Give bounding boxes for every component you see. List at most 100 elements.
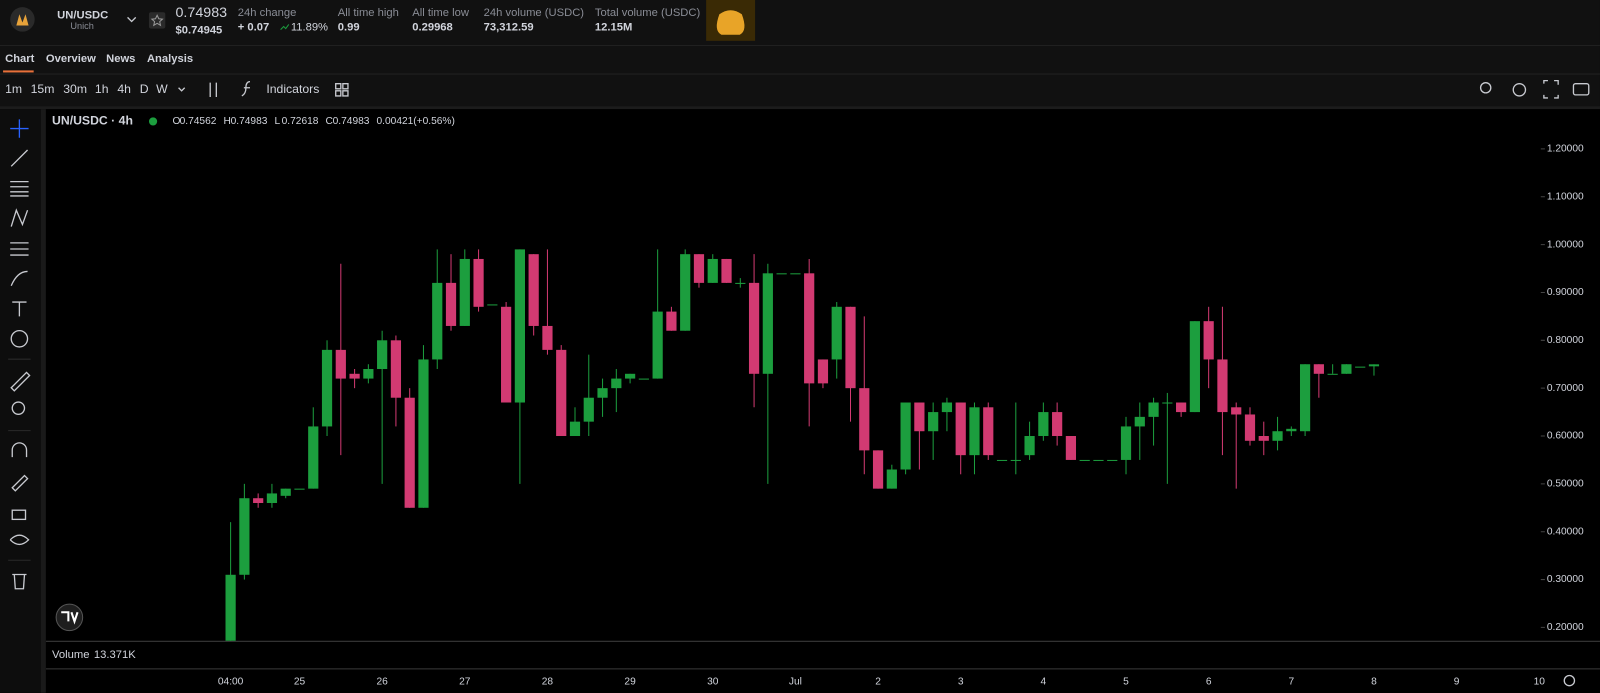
trendline-tool[interactable] [10, 149, 29, 167]
search-icon[interactable] [1479, 81, 1492, 94]
candle-body [1120, 426, 1132, 460]
y-tick-label: 0.50000 [1547, 479, 1584, 490]
delete-tool[interactable] [12, 573, 27, 590]
candle-body [1093, 459, 1104, 461]
candle-body [514, 249, 525, 403]
interval[interactable]: 1m [5, 82, 22, 96]
candle-body [941, 402, 953, 413]
tab[interactable]: Overview [46, 53, 96, 65]
crosshair-tool[interactable] [10, 119, 29, 138]
prediction-tool[interactable] [10, 242, 29, 256]
text-tool[interactable] [12, 301, 27, 317]
ohlc-value: 0.74983 [333, 116, 370, 127]
interval[interactable]: W [156, 82, 168, 96]
stat-label: 24h volume (USDC) [484, 7, 585, 19]
candle-body [542, 325, 553, 350]
ohlc-value: 0.74562 [180, 116, 217, 127]
candle-body [390, 340, 402, 398]
chart-type-icon[interactable] [209, 82, 217, 97]
candle-body [583, 397, 594, 422]
candle-body [377, 340, 388, 370]
layouts-icon[interactable] [335, 83, 349, 97]
fullscreen-icon[interactable] [1543, 79, 1559, 99]
chart-area [45, 109, 1600, 693]
x-tick-label: 25 [294, 676, 306, 687]
tab[interactable]: Analysis [147, 53, 193, 65]
candle-body [528, 254, 539, 326]
x-tick-label: 9 [1454, 676, 1460, 687]
axis-settings-icon[interactable] [1563, 674, 1576, 687]
candle-body [955, 402, 966, 456]
candle-body [1107, 459, 1118, 461]
interval[interactable]: D [140, 82, 149, 96]
settings-icon[interactable] [1512, 83, 1527, 97]
interval[interactable]: 1h [95, 82, 109, 96]
indicators-button[interactable]: Indicators [266, 82, 319, 96]
candle-body [735, 282, 746, 284]
screenshot-icon[interactable] [1572, 83, 1590, 96]
candle-body [1286, 428, 1297, 432]
tab[interactable]: Chart [5, 53, 35, 65]
emoji-tool[interactable] [10, 329, 29, 348]
x-tick-label: 27 [459, 676, 471, 687]
candle-body [1134, 416, 1145, 427]
candle-body [1176, 402, 1187, 413]
interval-dropdown[interactable] [178, 87, 186, 92]
interval[interactable]: 30m [63, 82, 87, 96]
pair-name[interactable]: UN/USDC [57, 9, 108, 21]
candle-body [1231, 407, 1242, 415]
candle-body [239, 498, 250, 575]
tab[interactable]: News [106, 53, 135, 65]
change-pct: (+0.56%) [413, 116, 455, 127]
candle-body [1024, 436, 1035, 456]
candle-body [790, 273, 801, 275]
y-tick-label: 0.80000 [1547, 335, 1584, 346]
candle-body [1258, 436, 1269, 441]
candle-body [638, 378, 649, 380]
hide-tool[interactable] [9, 534, 30, 546]
interval[interactable]: 15m [31, 82, 55, 96]
candle-body [1038, 412, 1049, 437]
tv-logo-mark [61, 611, 79, 625]
tab-indicator [3, 70, 34, 73]
candle-body [363, 369, 374, 379]
candle-body [556, 349, 567, 437]
volume-label: Volume [52, 649, 89, 661]
lock-tool[interactable] [11, 509, 27, 521]
ruler-tool[interactable] [10, 371, 31, 392]
candle-body [487, 304, 498, 306]
candle-body [308, 426, 319, 489]
zoom-tool[interactable] [11, 401, 26, 415]
drawing-toolbar [0, 109, 41, 693]
candle-body [624, 373, 636, 379]
interval[interactable]: 4h [117, 82, 131, 96]
brush-tool[interactable] [10, 270, 28, 286]
magnet-tool[interactable] [11, 442, 28, 458]
candle-body [1010, 459, 1021, 461]
candle-body [1299, 364, 1311, 432]
candle-body [845, 306, 856, 389]
candle-body [693, 254, 705, 283]
x-tick-label: 8 [1371, 676, 1377, 687]
candle-body [776, 273, 787, 275]
pair-dropdown[interactable] [127, 16, 137, 23]
divider [0, 106, 1600, 110]
x-tick-label: 29 [624, 676, 636, 687]
favorite-button[interactable] [148, 12, 166, 29]
fib-tool[interactable] [10, 180, 29, 197]
candle-body [1217, 359, 1228, 413]
trend-icon [280, 24, 290, 30]
plot [225, 249, 1380, 641]
pattern-tool[interactable] [10, 208, 29, 227]
candle-body [225, 574, 236, 641]
stat-value: 73,312.59 [484, 22, 534, 34]
stat-value: 0.29968 [412, 22, 453, 34]
candle-body [1368, 364, 1380, 367]
candle-body [569, 421, 581, 437]
stay-drawing-tool[interactable] [11, 474, 29, 492]
candle-body [1065, 436, 1077, 460]
candle-body [280, 488, 291, 496]
indicators-icon[interactable] [241, 80, 251, 97]
ohlc-key: C [326, 116, 333, 127]
